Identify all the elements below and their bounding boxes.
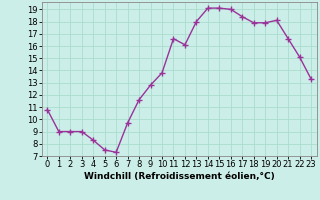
X-axis label: Windchill (Refroidissement éolien,°C): Windchill (Refroidissement éolien,°C): [84, 172, 275, 181]
